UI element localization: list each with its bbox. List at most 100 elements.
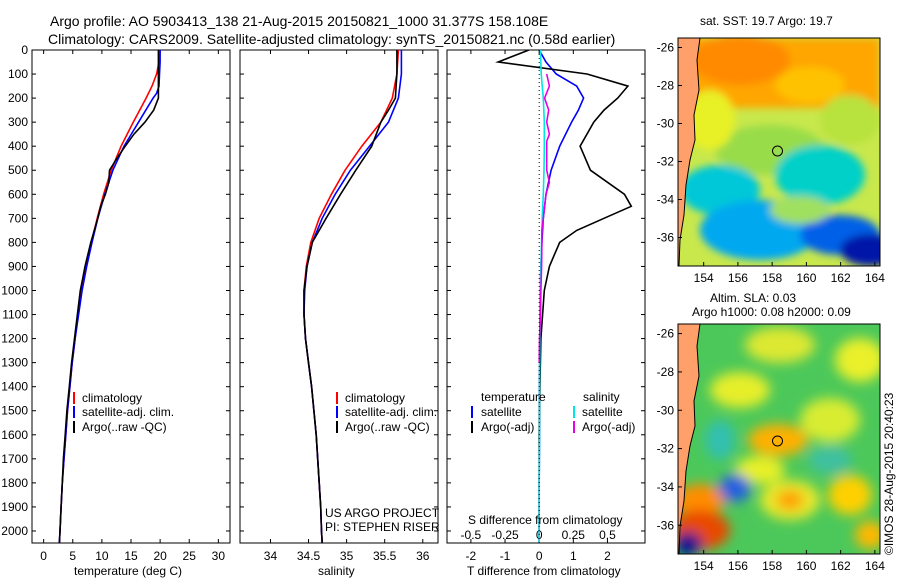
depth-tick-label: 200 [8, 91, 28, 105]
x-tick-label: 35 [340, 549, 354, 563]
series-layer [58, 50, 633, 543]
x-tick-label: 34.5 [297, 549, 321, 563]
map-lon-tick-label: 156 [728, 271, 748, 285]
depth-tick-label: 500 [8, 163, 28, 177]
map-lon-tick-label: 164 [865, 559, 885, 573]
project-credit: US ARGO PROJECT [325, 506, 440, 520]
x-tick-label: 36 [416, 549, 430, 563]
legend-label-argo: Argo(..raw -QC) [345, 420, 430, 434]
depth-tick-label: 1200 [1, 332, 28, 346]
x-top-tick-label: -0.25 [491, 528, 519, 542]
legend-label-satellite: satellite-adj. clim. [345, 405, 437, 419]
sst-map-title: sat. SST: 19.7 Argo: 19.7 [700, 14, 833, 28]
pi-credit: PI: STEPHEN RISER [325, 520, 440, 534]
depth-tick-label: 600 [8, 187, 28, 201]
legend-label-climatology: climatology [82, 391, 142, 405]
map-lat-tick-label: -28 [657, 365, 675, 379]
temperature-axis-label: temperature (deg C) [74, 564, 182, 578]
t-difference-axis-label: T difference from climatology [467, 564, 621, 578]
temperature-panel-frame [31, 49, 231, 544]
map-lat-tick-label: -28 [657, 79, 675, 93]
depth-tick-label: 800 [8, 235, 28, 249]
map-lat-tick-label: -26 [657, 41, 675, 55]
x-tick-label: 15 [124, 549, 138, 563]
map-lon-tick-label: 158 [762, 559, 782, 573]
map-lon-tick-label: 162 [831, 559, 851, 573]
legend-label-sal-satellite: satellite [582, 405, 623, 419]
sst-map-frame [677, 37, 881, 267]
depth-tick-label: 1400 [1, 380, 28, 394]
sla-map-frame [677, 323, 881, 555]
legend-label-temp-argo: Argo(-adj) [481, 420, 534, 434]
map-lon-tick-label: 154 [694, 559, 714, 573]
map-lon-tick-label: 160 [796, 271, 816, 285]
map-lat-tick-label: -34 [657, 480, 675, 494]
sla-map-title-2: Argo h1000: 0.08 h2000: 0.09 [692, 305, 851, 319]
x-tick-label: 25 [183, 549, 197, 563]
map-lat-tick-label: -26 [657, 327, 675, 341]
depth-tick-label: 2000 [1, 524, 28, 538]
depth-tick-label: 700 [8, 211, 28, 225]
map-lat-tick-label: -34 [657, 193, 675, 207]
temperature-legend: climatology satellite-adj. clim. Argo(..… [73, 391, 174, 434]
x-tick-label: -2 [466, 549, 477, 563]
sst-map [678, 38, 880, 266]
sst-map-axes: 154 156 158 160 162 164 -26 -28 -30 -32 -34 -36 [657, 41, 886, 286]
map-lat-tick-label: -36 [657, 518, 675, 532]
x-tick-label: 35.5 [373, 549, 397, 563]
x-tick-label: 34 [264, 549, 278, 563]
x-tick-label: 10 [95, 549, 109, 563]
depth-tick-label: 1000 [1, 283, 28, 297]
map-lon-tick-label: 162 [831, 271, 851, 285]
map-lon-tick-label: 156 [728, 559, 748, 573]
depth-tick-label: 100 [8, 67, 28, 81]
sla-map-title-1: Altim. SLA: 0.03 [710, 291, 796, 305]
header-line-1: Argo profile: AO 5903413_138 21-Aug-2015… [50, 13, 548, 29]
legend-title-salinity: salinity [583, 390, 620, 404]
depth-tick-label: 1900 [1, 500, 28, 514]
depth-axis: 0 100 200 300 400 500 600 700 800 900 1000 1100 1200… [1, 43, 645, 538]
depth-tick-label: 400 [8, 139, 28, 153]
legend-title-temperature: temperature [481, 390, 546, 404]
depth-tick-label: 1600 [1, 428, 28, 442]
sst-coastline [678, 38, 701, 266]
temp-series-group [58, 50, 161, 543]
sla-map [678, 324, 880, 554]
header-line-2: Climatology: CARS2009. Satellite-adjuste… [48, 31, 615, 47]
map-lat-tick-label: -30 [657, 117, 675, 131]
map-lat-tick-label: -36 [657, 231, 675, 245]
diff-series-group [495, 50, 633, 543]
x-top-tick-label: -0.5 [461, 528, 482, 542]
map-lon-tick-label: 158 [762, 271, 782, 285]
sla-argo-marker [772, 435, 783, 447]
difference-legend: temperature salinity satellite Argo(-adj… [471, 390, 635, 434]
depth-tick-label: 1500 [1, 404, 28, 418]
difference-panel-frame [446, 49, 646, 544]
map-lat-tick-label: -32 [657, 155, 675, 169]
legend-label-sal-argo: Argo(-adj) [582, 420, 635, 434]
map-lon-tick-label: 154 [694, 271, 714, 285]
temp-series-argo-raw-qc- [58, 50, 160, 543]
sal-series-group [303, 50, 403, 543]
x-tick-label: 30 [212, 549, 226, 563]
x-tick-label: -1 [500, 549, 511, 563]
legend-label-argo: Argo(..raw -QC) [82, 420, 167, 434]
x-tick-label: 5 [69, 549, 76, 563]
x-tick-label: 0 [536, 549, 543, 563]
x-tick-label: 2 [604, 549, 611, 563]
x-tick-label: 0 [40, 549, 47, 563]
depth-tick-label: 1800 [1, 476, 28, 490]
map-lon-tick-label: 160 [796, 559, 816, 573]
diff-series-temperature-satellite [538, 50, 585, 543]
s-difference-axis-label: S difference from climatology [468, 513, 623, 527]
legend-label-climatology: climatology [345, 391, 405, 405]
sal-series-argo-raw-qc- [303, 50, 398, 543]
depth-tick-label: 900 [8, 259, 28, 273]
sla-map-axes: 154 156 158 160 162 164 -26 -28 -30 -32 -34 -36 [657, 327, 886, 573]
salinity-panel-frame [239, 49, 439, 544]
temp-series-climatology [58, 50, 161, 543]
map-lon-tick-label: 164 [865, 271, 885, 285]
legend-label-temp-satellite: satellite [481, 405, 522, 419]
diff-series-temperature-argo-adj- [495, 50, 633, 543]
legend-label-satellite: satellite-adj. clim. [82, 405, 174, 419]
